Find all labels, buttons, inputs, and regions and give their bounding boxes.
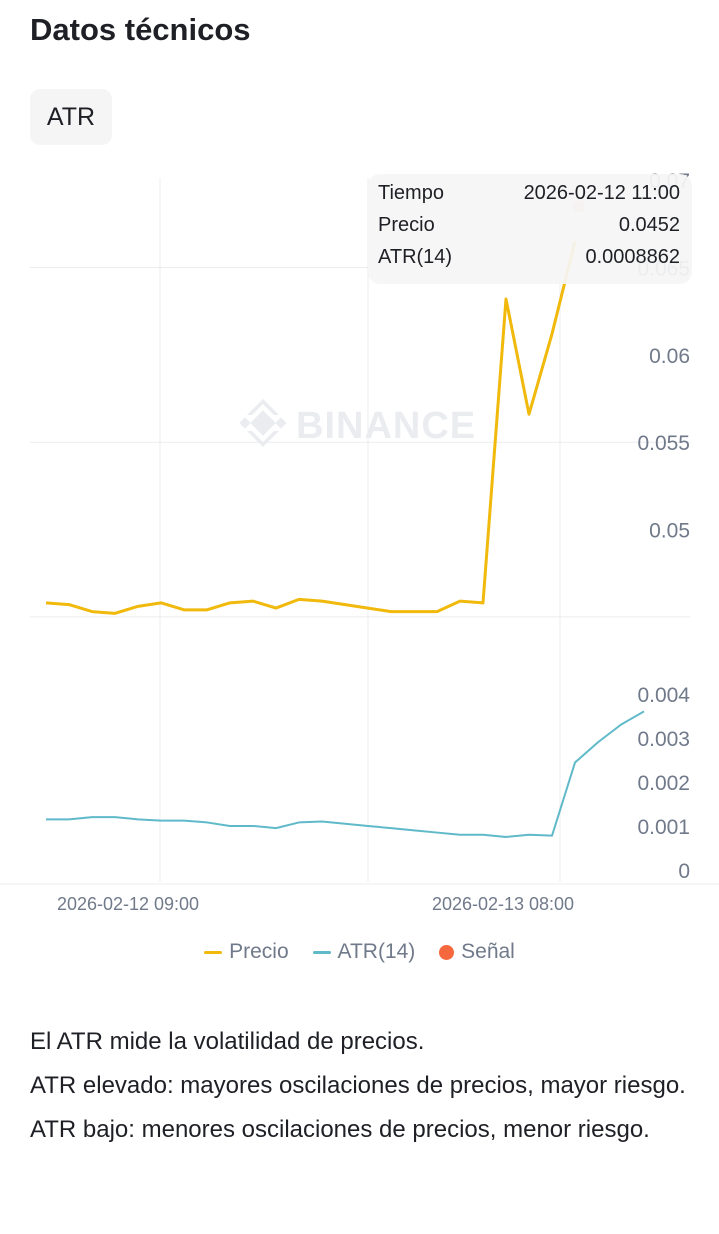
legend-item-atr[interactable]: ATR(14) [312, 940, 416, 964]
binance-logo-icon [239, 399, 287, 447]
atr-series-line [46, 710, 645, 838]
x-tick-label: 2026-02-12 09:00 [57, 894, 199, 914]
tooltip-row-atr: ATR(14) 0.0008862 [378, 246, 680, 276]
y-tick-label: 0.055 [637, 432, 690, 455]
tooltip-row-price: Precio 0.0452 [378, 214, 680, 244]
y-tick-label: 0.06 [649, 345, 690, 368]
page-title: Datos técnicos [30, 12, 251, 47]
description-line: ATR bajo: menores oscilaciones de precio… [30, 1116, 650, 1143]
legend-label: Precio [229, 940, 289, 963]
y-tick-label: 0.003 [637, 728, 690, 751]
price-swatch-icon [204, 950, 223, 954]
description-line: El ATR mide la volatilidad de precios. [30, 1028, 425, 1055]
tooltip-key: ATR(14) [378, 246, 453, 268]
tooltip-key: Precio [378, 214, 435, 236]
y-tick-label: 0.05 [649, 520, 690, 543]
chart-legend: Precio ATR(14) Señal [0, 940, 719, 964]
y-tick-label: 0.004 [637, 684, 690, 707]
y-tick-label: 0.002 [637, 772, 690, 795]
chart-grid [0, 178, 719, 885]
atr-y-axis: 0 0.001 0.002 0.003 0.004 [637, 684, 690, 883]
x-axis: 2026-02-12 09:00 2026-02-13 08:00 [57, 894, 574, 914]
tooltip-row-time: Tiempo 2026-02-12 11:00 [378, 182, 680, 212]
legend-item-signal[interactable]: Señal [439, 940, 515, 964]
price-series-line [45, 240, 577, 615]
y-tick-label: 0.001 [637, 816, 690, 839]
chart-series [45, 200, 645, 838]
tooltip-value: 0.0008862 [585, 246, 680, 268]
legend-item-price[interactable]: Precio [204, 940, 289, 964]
chart-tooltip: Tiempo 2026-02-12 11:00 Precio 0.0452 AT… [368, 174, 692, 284]
atr-description: El ATR mide la volatilidad de precios. A… [30, 1020, 700, 1152]
tooltip-key: Tiempo [378, 182, 444, 204]
legend-label: Señal [461, 940, 515, 963]
x-tick-label: 2026-02-13 08:00 [432, 894, 574, 914]
watermark-text: BINANCE [296, 405, 476, 447]
description-line: ATR elevado: mayores oscilaciones de pre… [30, 1072, 686, 1099]
tooltip-value: 2026-02-12 11:00 [523, 182, 680, 204]
legend-label: ATR(14) [337, 940, 416, 963]
binance-watermark: BINANCE [239, 399, 476, 447]
signal-dot-icon [439, 944, 455, 960]
tooltip-value: 0.0452 [618, 214, 680, 236]
atr-swatch-icon [312, 950, 331, 954]
tab-atr[interactable]: ATR [30, 89, 112, 145]
y-tick-label: 0 [678, 860, 690, 883]
